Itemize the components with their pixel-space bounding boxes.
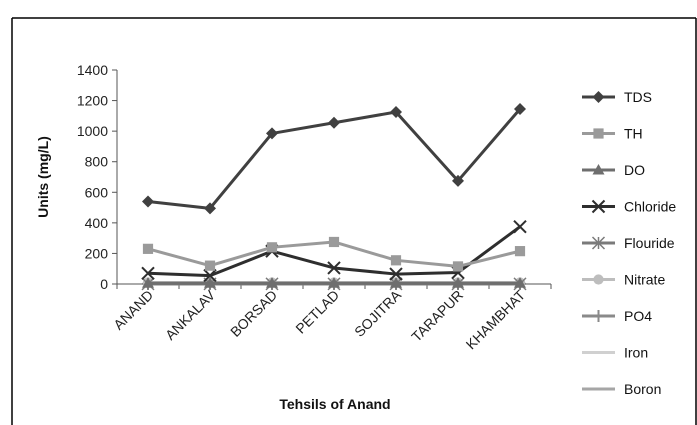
legend-label: TDS — [624, 89, 652, 105]
legend-label: Flouride — [624, 235, 675, 251]
data-point-tds — [390, 106, 402, 119]
legend-swatch-marker — [591, 199, 606, 214]
legend-label: TH — [624, 126, 643, 142]
legend: TDS TH DO Chloride Flouride Nitrate PO4 Iron Bor… — [582, 89, 676, 397]
data-point-chloride — [513, 219, 527, 234]
legend-swatch-marker — [592, 164, 605, 175]
legend-swatch-marker-stroke — [591, 199, 606, 214]
legend-item-flouride: Flouride — [582, 235, 675, 251]
data-point-do — [142, 277, 154, 288]
legend-item-boron: Boron — [582, 381, 661, 397]
data-point-chloride-stroke — [203, 268, 217, 283]
legend-item-tds: TDS — [582, 89, 652, 105]
y-tick-label: 800 — [85, 154, 109, 170]
data-point-chloride — [389, 267, 403, 281]
legend-label: Chloride — [624, 199, 676, 215]
data-point-th — [328, 236, 340, 248]
legend-label: Boron — [624, 381, 661, 397]
data-point-tds — [204, 202, 216, 215]
data-point-th — [142, 243, 154, 254]
legend-swatch-marker — [593, 128, 604, 139]
data-point-chloride-stroke — [141, 266, 155, 281]
data-point-chloride-stroke — [513, 219, 527, 234]
data-point-do — [328, 277, 340, 288]
y-axis: 0 200 400 600 800 1000 1200 1400 — [77, 62, 118, 292]
y-tick-label: 1000 — [77, 123, 108, 139]
data-point-do — [452, 277, 464, 288]
data-point-tds — [142, 195, 154, 208]
series-do — [142, 277, 526, 288]
y-axis-title: Units (mg/L) — [35, 136, 51, 218]
legend-swatch-marker — [592, 310, 605, 322]
data-point-do — [390, 277, 402, 288]
x-axis-title: Tehsils of Anand — [279, 396, 390, 412]
series-tds — [142, 102, 526, 215]
data-point-tds — [514, 102, 526, 115]
legend-swatch-marker — [592, 91, 605, 103]
data-point-chloride-stroke — [327, 261, 341, 275]
legend-label: PO4 — [624, 308, 652, 324]
legend-item-do: DO — [582, 162, 645, 178]
legend-item-chloride: Chloride — [582, 199, 676, 215]
y-tick-label: 1200 — [77, 93, 108, 109]
legend-item-th: TH — [582, 126, 643, 142]
data-point-do — [514, 277, 526, 288]
data-point-th — [390, 255, 402, 266]
data-point-tds — [328, 116, 340, 129]
data-point-th — [452, 261, 464, 272]
data-point-tds — [452, 174, 464, 187]
data-point-chloride-stroke — [389, 267, 403, 281]
data-point-th — [204, 260, 216, 271]
data-point-do — [266, 277, 278, 288]
data-point-chloride — [327, 261, 341, 275]
data-point-chloride — [141, 266, 155, 281]
y-tick-label: 200 — [85, 245, 109, 261]
legend-label: Iron — [624, 345, 648, 361]
y-tick-label: 0 — [100, 276, 108, 292]
data-point-chloride — [203, 268, 217, 283]
series-chloride — [141, 219, 527, 283]
y-tick-label: 600 — [85, 184, 109, 200]
series-layer — [141, 102, 527, 291]
data-point-tds — [266, 127, 278, 140]
series-th — [142, 236, 526, 272]
data-point-th — [514, 246, 526, 257]
data-point-th — [266, 242, 278, 253]
legend-item-nitrate: Nitrate — [582, 272, 665, 288]
y-tick-label: 1400 — [77, 62, 108, 78]
legend-swatch-marker — [591, 236, 606, 250]
legend-label: DO — [624, 162, 645, 178]
legend-item-iron: Iron — [582, 345, 648, 361]
y-tick-label: 400 — [85, 215, 109, 231]
legend-swatch-marker — [593, 274, 604, 285]
legend-label: Nitrate — [624, 272, 665, 288]
data-point-do — [204, 277, 216, 288]
legend-item-po4: PO4 — [582, 308, 652, 324]
